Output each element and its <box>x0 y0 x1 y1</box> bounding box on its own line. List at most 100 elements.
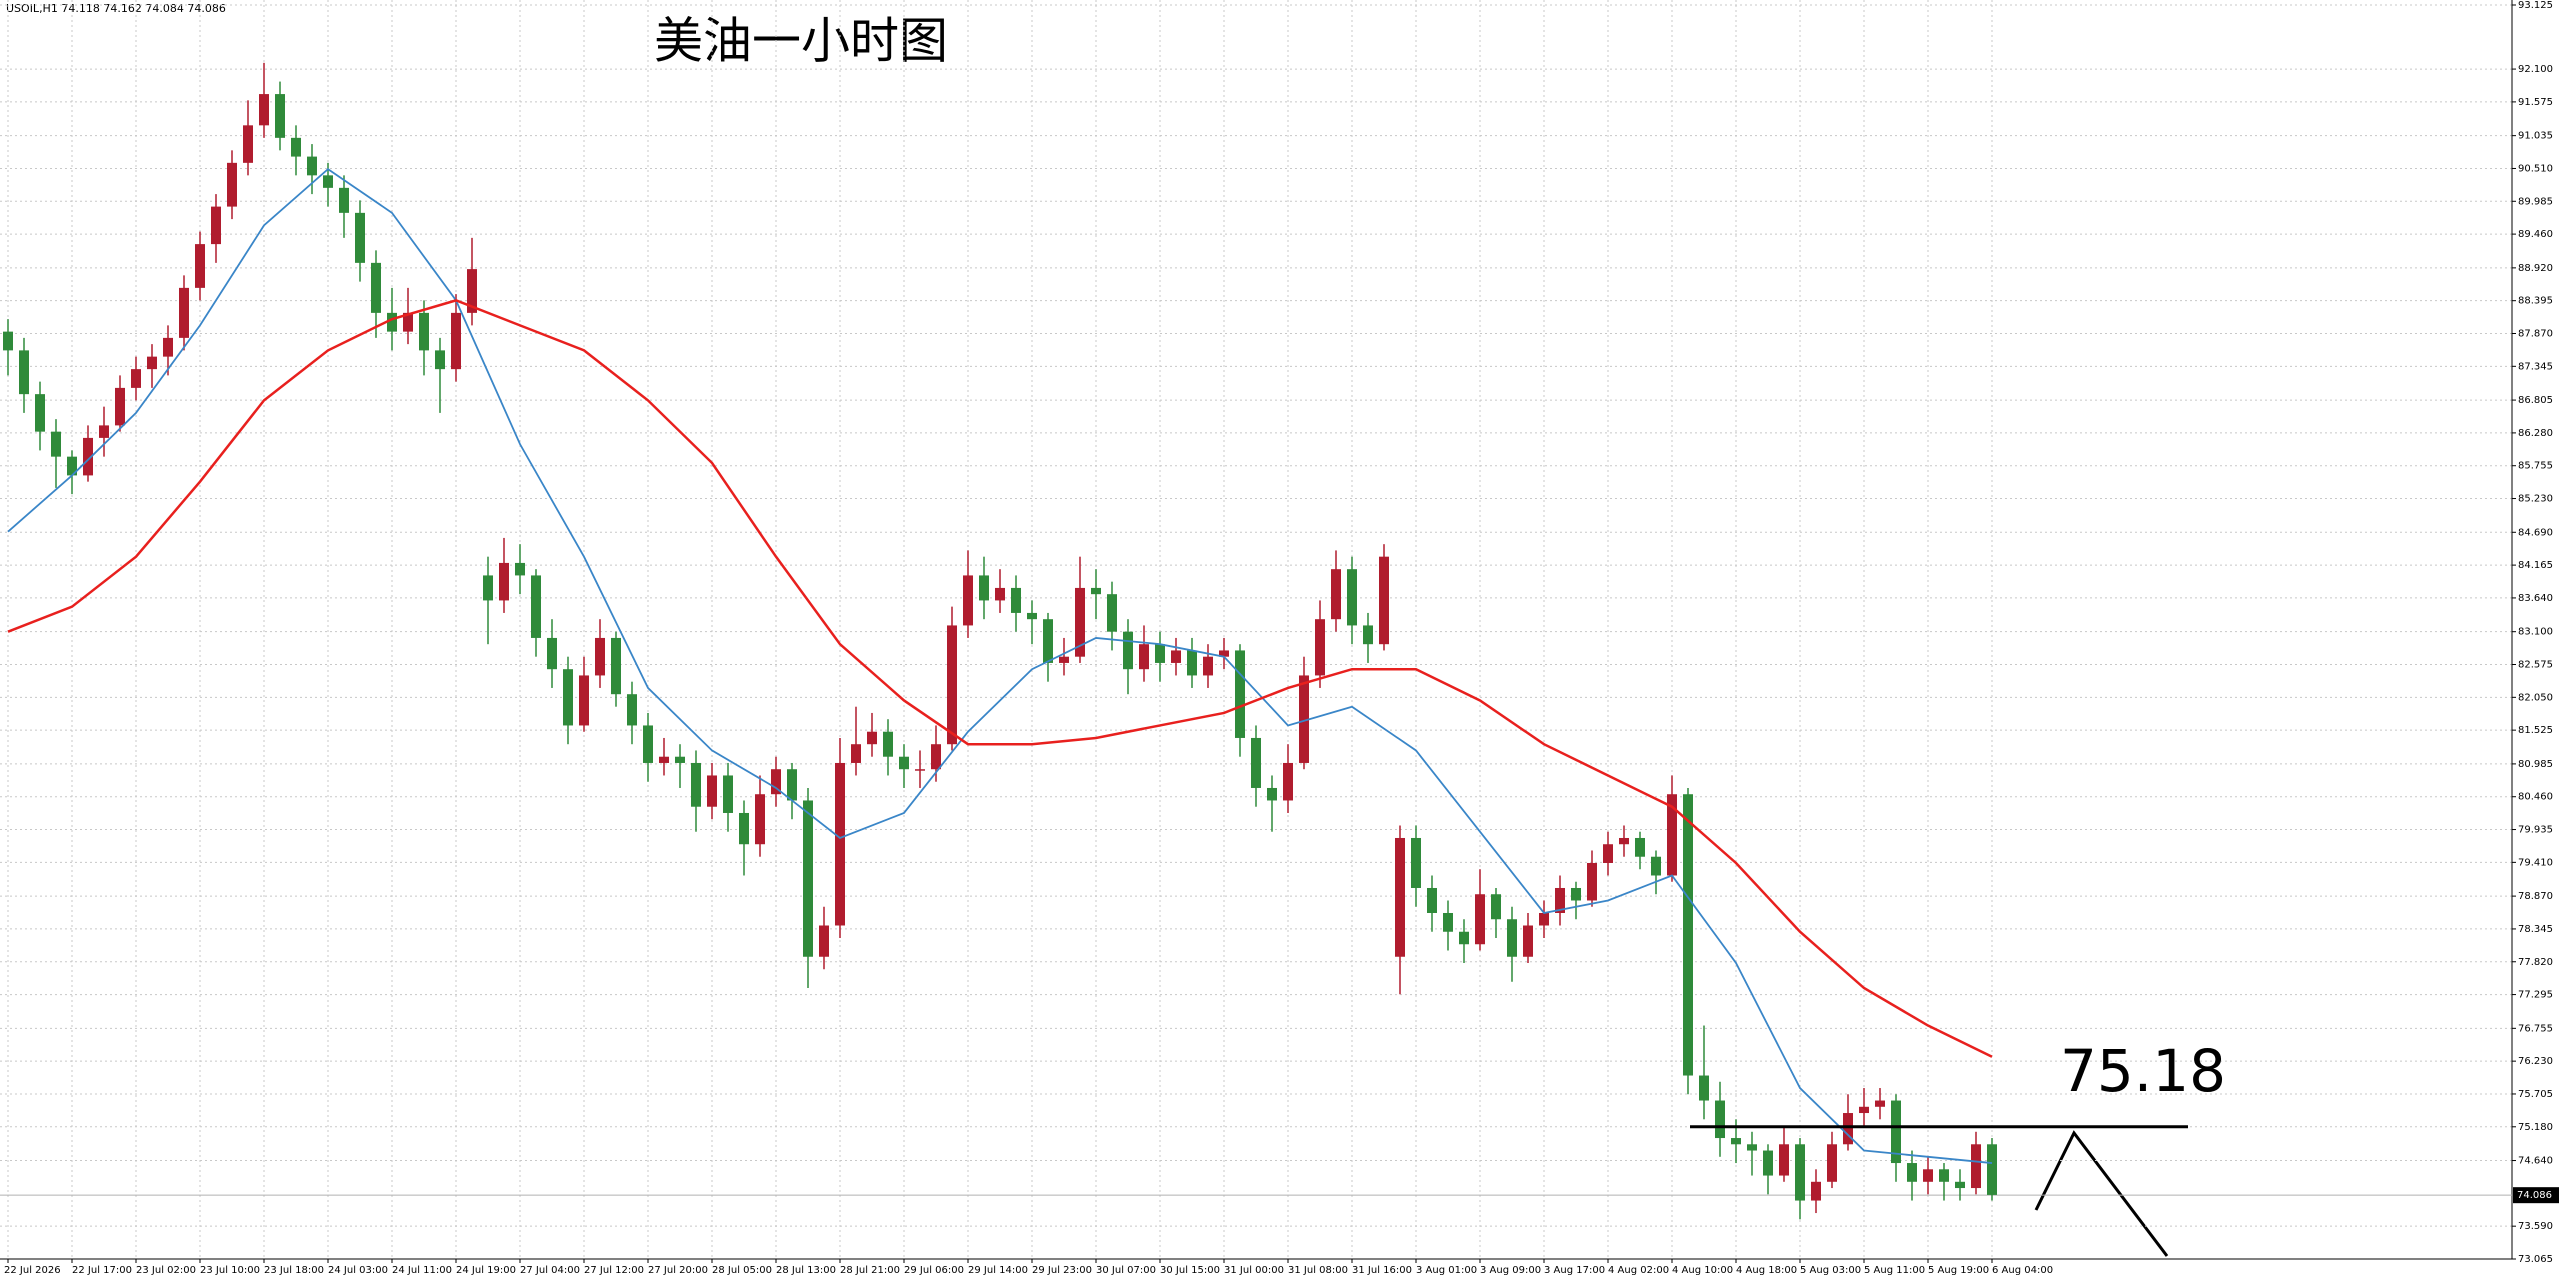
y-tick-label: 79.410 <box>2518 857 2553 868</box>
candle-body <box>259 94 269 126</box>
candle-body <box>51 431 61 457</box>
header-low: 74.084 <box>145 2 184 15</box>
candle-body <box>1379 556 1389 645</box>
candle-body <box>1395 837 1405 957</box>
candle-body <box>771 769 781 795</box>
y-tick-label: 78.345 <box>2518 924 2553 935</box>
candle-body <box>1667 794 1677 876</box>
candle-body <box>691 762 701 807</box>
candle-body <box>435 350 445 370</box>
candle-body <box>1075 587 1085 657</box>
candle-body <box>339 187 349 213</box>
x-tick-label: 23 Jul 02:00 <box>136 1265 196 1276</box>
header-high: 74.162 <box>103 2 142 15</box>
candle-body <box>1539 912 1549 926</box>
sketch-arrow <box>2034 1130 2169 1257</box>
y-tick-label: 91.575 <box>2518 97 2553 108</box>
candle-body <box>1123 631 1133 670</box>
candle-body <box>1555 887 1565 913</box>
candle-body <box>1619 837 1629 845</box>
candle-body <box>947 625 957 745</box>
y-tick-label: 78.870 <box>2518 891 2553 902</box>
candle-body <box>659 756 669 763</box>
candle-body <box>35 394 45 432</box>
candle-body <box>1507 919 1517 957</box>
candle-body <box>163 337 173 357</box>
candle-body <box>1283 762 1293 801</box>
candle-body <box>1187 650 1197 676</box>
candle-body <box>1043 619 1053 663</box>
moving-average <box>7 299 1993 1058</box>
candle-body <box>1715 1100 1725 1139</box>
header-close: 74.086 <box>187 2 226 15</box>
candle-body <box>371 262 381 313</box>
candle-body <box>1779 1144 1789 1176</box>
y-tick-label: 77.820 <box>2518 957 2553 968</box>
candle-body <box>995 587 1005 601</box>
candle-body <box>83 437 93 476</box>
candle-body <box>883 731 893 757</box>
candle-body <box>1315 619 1325 676</box>
candle-body <box>467 269 477 313</box>
candle-body <box>1923 1169 1933 1182</box>
candle-body <box>1651 856 1661 876</box>
y-tick-label: 92.100 <box>2518 64 2553 75</box>
candle-body <box>115 387 125 426</box>
y-tick-label: 85.230 <box>2518 494 2553 505</box>
x-tick-label: 5 Aug 19:00 <box>1928 1265 1989 1276</box>
candle-body <box>211 206 221 245</box>
candle-body <box>627 694 637 726</box>
x-tick-label: 24 Jul 11:00 <box>392 1265 452 1276</box>
candle-body <box>387 312 397 332</box>
x-tick-label: 3 Aug 09:00 <box>1480 1265 1541 1276</box>
candle-body <box>835 762 845 926</box>
x-tick-label: 29 Jul 23:00 <box>1032 1265 1092 1276</box>
candle-body <box>307 156 317 176</box>
candle-body <box>1747 1144 1757 1151</box>
y-tick-label: 93.125 <box>2518 0 2553 11</box>
candle-body <box>1955 1181 1965 1189</box>
candle-body <box>323 175 333 188</box>
x-tick-label: 24 Jul 19:00 <box>456 1265 516 1276</box>
candle-body <box>1443 912 1453 932</box>
y-tick-label: 85.755 <box>2518 461 2553 472</box>
candle-body <box>979 575 989 601</box>
candle-body <box>579 675 589 726</box>
candle-body <box>547 637 557 670</box>
candle-body <box>1731 1138 1741 1145</box>
candle-body <box>1635 837 1645 857</box>
x-tick-label: 4 Aug 02:00 <box>1608 1265 1669 1276</box>
candle-body <box>483 575 493 601</box>
x-tick-label: 22 Jul 17:00 <box>72 1265 132 1276</box>
candle-body <box>1971 1144 1981 1189</box>
moving-average <box>7 167 1993 1164</box>
candle-body <box>531 575 541 638</box>
candle-body <box>403 312 413 332</box>
y-tick-label: 79.935 <box>2518 825 2553 836</box>
x-tick-label: 22 Jul 2026 <box>4 1265 61 1276</box>
x-tick-label: 29 Jul 06:00 <box>904 1265 964 1276</box>
x-tick-label: 30 Jul 15:00 <box>1160 1265 1220 1276</box>
x-tick-label: 28 Jul 13:00 <box>776 1265 836 1276</box>
y-tick-label: 80.460 <box>2518 792 2553 803</box>
x-tick-label: 29 Jul 14:00 <box>968 1265 1028 1276</box>
y-tick-label: 76.230 <box>2518 1056 2553 1067</box>
candle-body <box>787 769 797 801</box>
header-open: 74.118 <box>61 2 100 15</box>
candle-body <box>851 744 861 763</box>
candle-body <box>1811 1181 1821 1201</box>
current-price-label: 74.086 <box>2517 1190 2552 1201</box>
candle-body <box>675 756 685 763</box>
candle-body <box>611 637 621 695</box>
candle-body <box>1411 837 1421 888</box>
x-tick-label: 3 Aug 01:00 <box>1416 1265 1477 1276</box>
candle-body <box>1683 794 1693 1076</box>
candle-body <box>1107 594 1117 632</box>
candle-body <box>1491 894 1501 920</box>
candle-body <box>755 794 765 845</box>
x-tick-label: 3 Aug 17:00 <box>1544 1265 1605 1276</box>
y-tick-label: 84.690 <box>2518 527 2553 538</box>
y-tick-label: 91.035 <box>2518 131 2553 142</box>
candle-body <box>1155 644 1165 663</box>
